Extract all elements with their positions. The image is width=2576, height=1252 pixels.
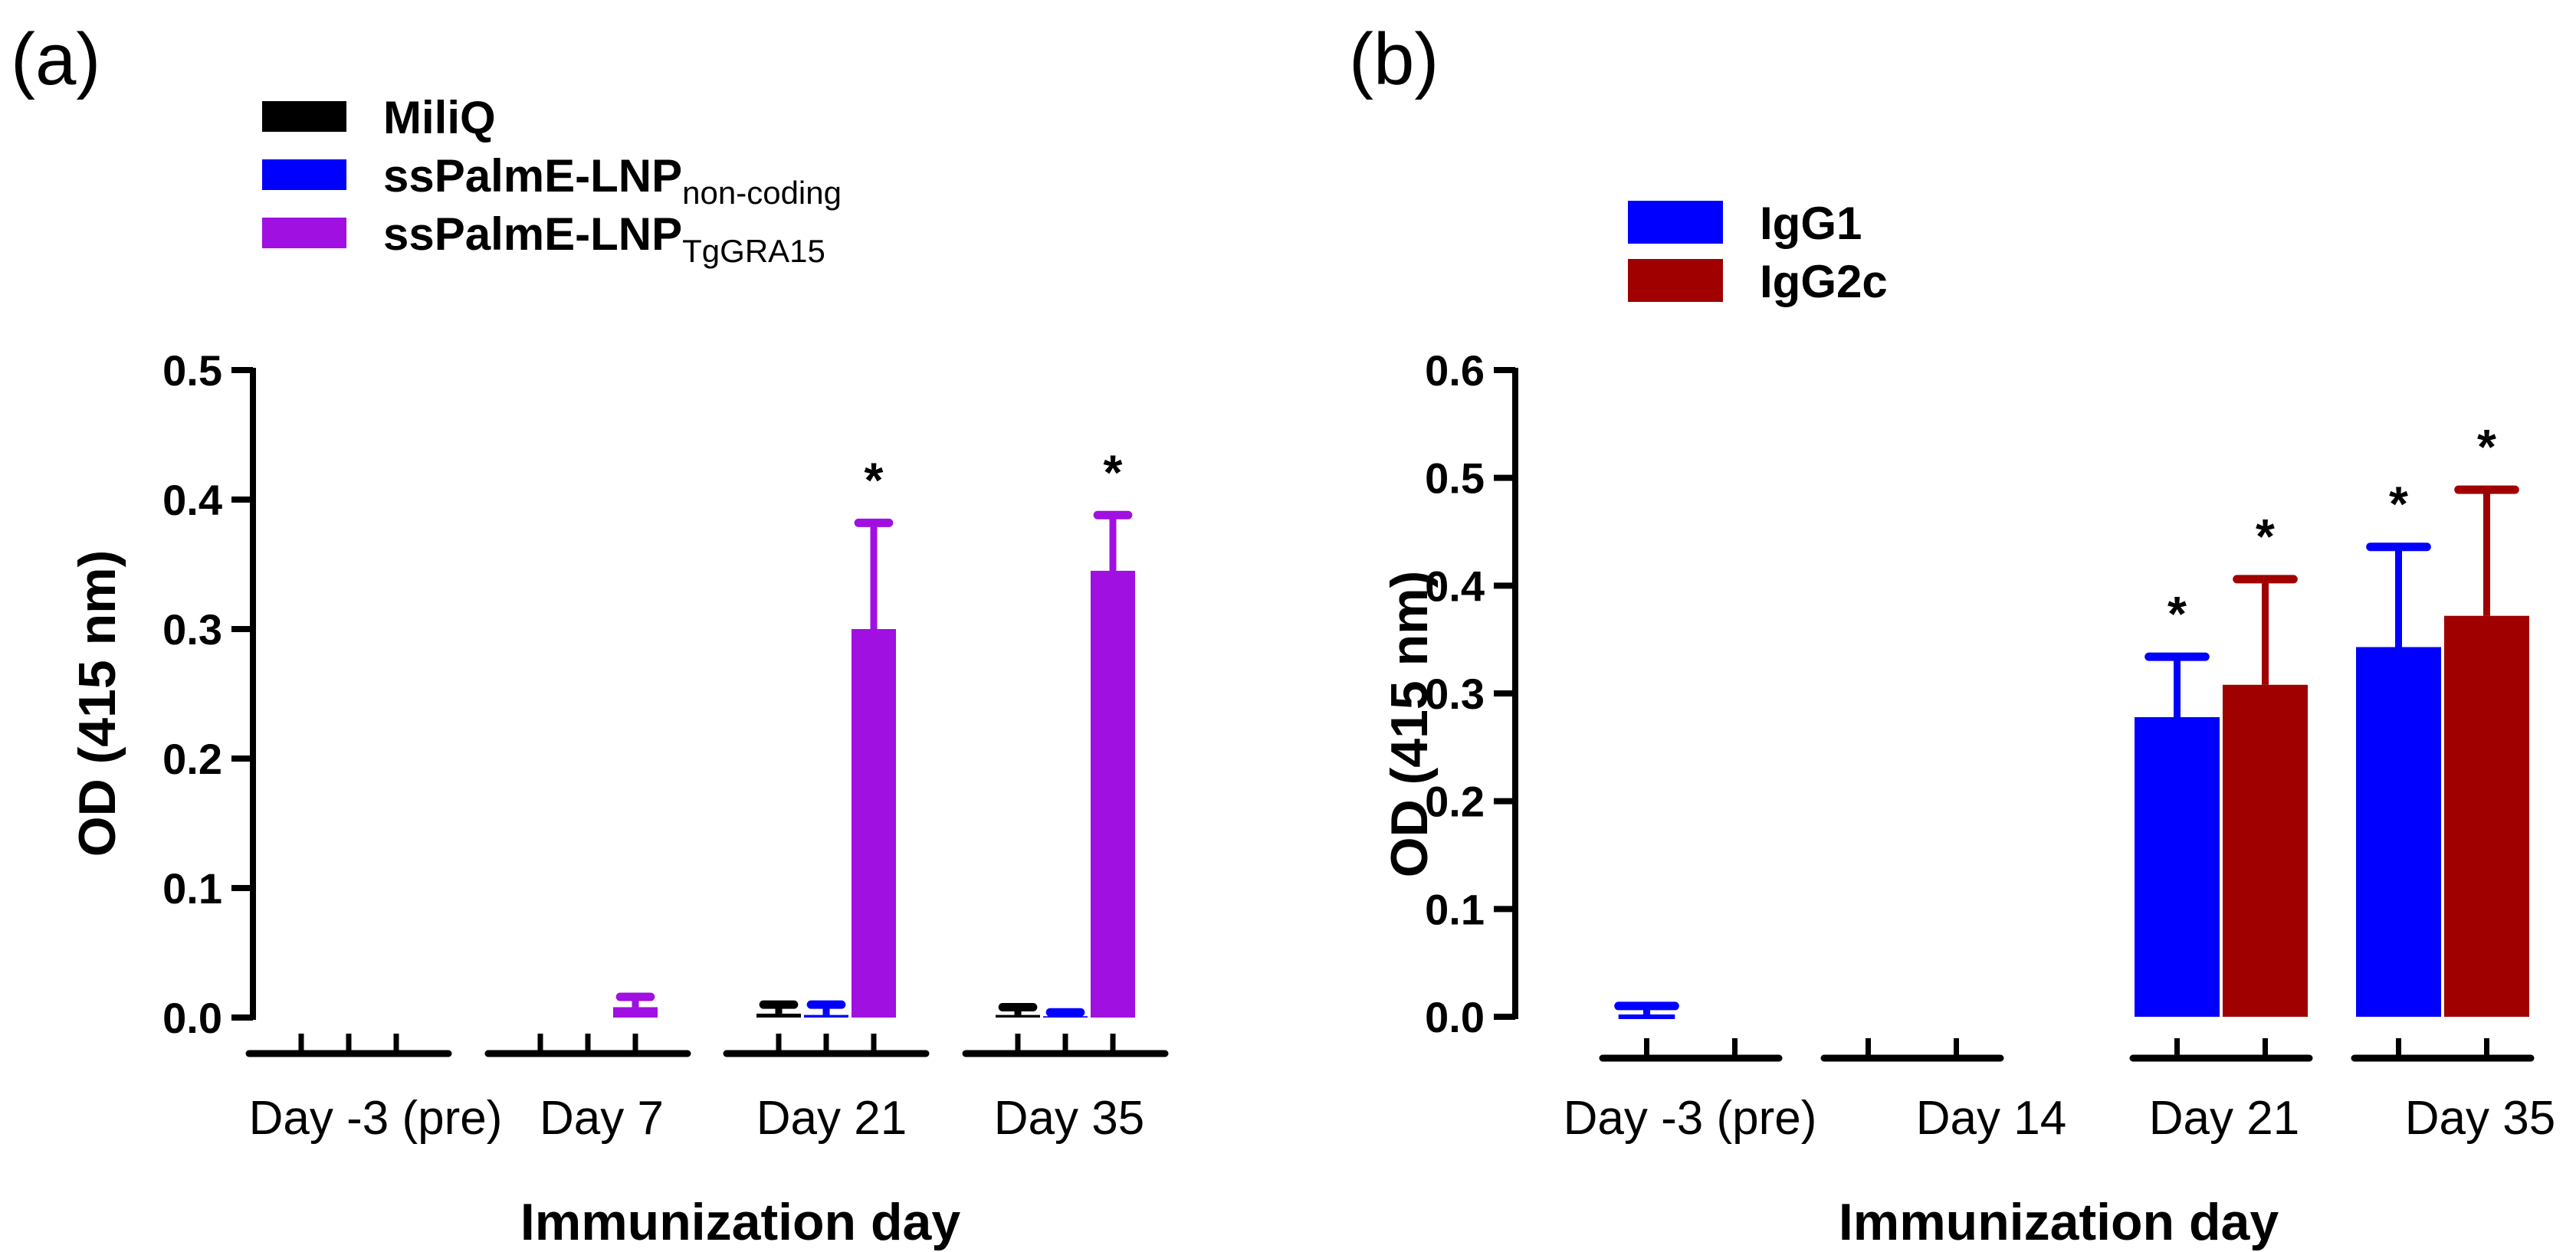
panel-a-category-label: Day -3 (pre) [249, 1092, 503, 1145]
panel-b-significance-marker: * [2389, 477, 2408, 532]
panel-b-category-label: Day 35 [2405, 1092, 2555, 1145]
panel-b-legend-label: IgG2c [1760, 256, 1888, 307]
panel-b-significance-marker: * [2167, 586, 2187, 641]
panel-a-category-label: Day 21 [756, 1092, 907, 1145]
panel-a-x-axis-title: Immunization day [520, 1193, 960, 1251]
panel-a-legend-label: ssPalmE-LNPnon-coding [383, 150, 842, 211]
panel-a-y-tick-label: 0.4 [162, 476, 222, 524]
panel-a-bar [756, 1013, 801, 1018]
panel-a-label: (a) [11, 18, 100, 100]
panel-b-legend-swatch [1628, 259, 1723, 302]
panel-a-legend-swatch [262, 218, 346, 248]
panel-a-category-label: Day 7 [540, 1092, 664, 1145]
panel-b-bars: * * * * [1614, 419, 2529, 1019]
panel-a-legend-subscript: non-coding [682, 175, 842, 211]
panel-a-y-tick-label: 0.1 [162, 864, 222, 913]
panel-a-axes: 0.0 0.1 0.2 0.3 0.4 0.5 Day -3 (pre) Day 7 Day 2… [162, 346, 1169, 1145]
panel-b-legend-swatch [1628, 201, 1723, 244]
panel-a-bar [1043, 1016, 1088, 1018]
panel-b-bar [2223, 684, 2308, 1017]
panel-a-legend-swatch [262, 159, 346, 190]
panel-a-y-tick-label: 0.5 [162, 346, 222, 395]
panel-a: (a) MiliQ ssPalmE-LNPnon-codingssPalmE-LN… [11, 18, 1169, 1251]
panel-b-bar [2444, 615, 2529, 1017]
panel-b-legend: IgG1 IgG2c [1628, 198, 1888, 307]
panel-a-category-label: Day 35 [994, 1092, 1144, 1145]
panel-b-y-axis-title: OD (415 nm) [1380, 571, 1439, 878]
panel-b-category-label: Day 14 [1916, 1092, 2066, 1145]
panel-b-x-axis-title: Immunization day [1839, 1193, 2279, 1251]
panel-a-bar [1091, 570, 1135, 1018]
panel-a-legend-label: MiliQ [383, 92, 496, 143]
panel-b-significance-marker: * [2256, 509, 2275, 564]
panel-b-significance-marker: * [2477, 419, 2496, 474]
panel-b-y-tick-label: 0.4 [1425, 562, 1485, 610]
panel-a-bar [852, 629, 896, 1018]
panel-b-y-tick-label: 0.3 [1425, 670, 1485, 718]
panel-b-legend-label: IgG1 [1760, 198, 1862, 249]
panel-a-legend-subscript: TgGRA15 [682, 233, 825, 269]
panel-b-category-label: Day -3 (pre) [1564, 1092, 1817, 1145]
panel-a-significance-marker: * [1104, 444, 1123, 500]
panel-b-y-tick-label: 0.1 [1425, 885, 1485, 933]
panel-b-y-tick-label: 0.0 [1425, 993, 1485, 1041]
panel-a-legend-label: ssPalmE-LNPTgGRA15 [383, 208, 825, 269]
panel-b-y-tick-label: 0.2 [1425, 778, 1485, 826]
panel-a-bar [996, 1014, 1040, 1018]
panel-b-axes: 0.0 0.1 0.2 0.3 0.4 0.5 0.6 Day -3 (pre) Day 14 D… [1425, 346, 2555, 1145]
panel-a-y-tick-label: 0.3 [162, 605, 222, 654]
panel-a-y-tick-label: 0.0 [162, 994, 222, 1042]
panel-b-y-tick-label: 0.5 [1425, 454, 1485, 503]
panel-b: (b) IgG1 IgG2c * * * * 0.0 0.1 0.2 0.3 0.4 0.5 0.6… [1349, 18, 2555, 1251]
panel-a-legend-swatch [262, 101, 346, 132]
panel-a-legend: MiliQ ssPalmE-LNPnon-codingssPalmE-LNPTgG… [262, 92, 842, 269]
panel-b-y-tick-label: 0.6 [1425, 346, 1485, 395]
panel-a-significance-marker: * [865, 452, 884, 507]
panel-b-bar [2356, 647, 2441, 1017]
panel-a-y-tick-label: 0.2 [162, 735, 222, 783]
panel-b-label: (b) [1349, 18, 1439, 100]
panel-a-bars: * * [613, 444, 1135, 1018]
panel-a-y-axis-title: OD (415 nm) [68, 550, 126, 857]
panel-a-bar [613, 1007, 658, 1018]
panel-b-bar [2135, 716, 2220, 1017]
panel-a-bar [804, 1014, 848, 1018]
panel-b-category-label: Day 21 [2149, 1092, 2299, 1145]
